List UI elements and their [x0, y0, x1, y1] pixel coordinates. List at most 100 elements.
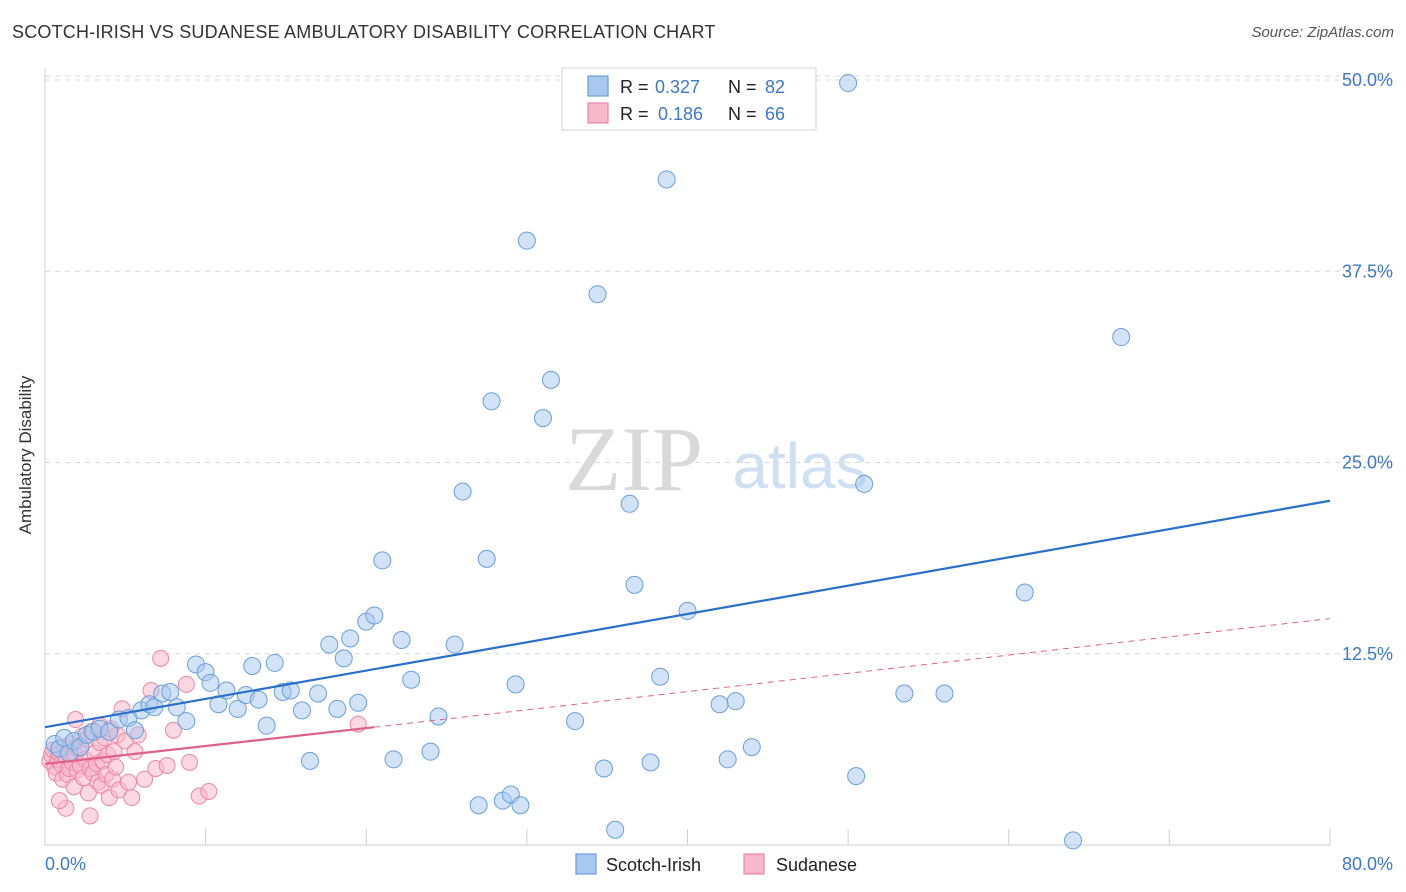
- scotch-irish-point: [341, 629, 360, 648]
- watermark-zip: ZIP: [565, 408, 703, 510]
- scotch-irish-point: [477, 549, 496, 568]
- scotch-irish-point: [625, 575, 644, 594]
- scotch-irish-point: [511, 796, 530, 815]
- scotch-irish-point: [895, 684, 914, 703]
- scotch-irish-point: [855, 474, 874, 493]
- scotch-irish-point: [588, 285, 607, 304]
- y-tick-label: 12.5%: [1342, 644, 1393, 664]
- scotch-irish-point: [469, 796, 488, 815]
- sudanese-trend-line: [44, 726, 375, 766]
- sudanese-point: [177, 675, 195, 693]
- sudanese-point: [107, 758, 125, 776]
- scotch-irish-point: [161, 683, 180, 701]
- legend-r-value-1: 0.327: [655, 77, 700, 97]
- sudanese-point: [50, 792, 68, 810]
- chart-title: SCOTCH-IRISH VS SUDANESE AMBULATORY DISA…: [12, 22, 716, 42]
- legend-swatch-scotch-irish: [587, 75, 609, 97]
- y-tick-labels: 12.5% 25.0% 37.5% 50.0%: [1342, 70, 1393, 664]
- scotch-irish-point: [1015, 583, 1034, 602]
- scotch-irish-point: [935, 684, 954, 703]
- scotch-irish-point: [281, 681, 300, 700]
- scotch-irish-point: [620, 494, 639, 513]
- sudanese-point: [200, 782, 218, 800]
- sudanese-point: [136, 770, 154, 788]
- bottom-legend-sudanese: Sudanese: [776, 855, 857, 875]
- scotch-irish-point: [533, 409, 552, 428]
- legend-n-value-1: 82: [765, 77, 785, 97]
- legend-n-value-2: 66: [765, 104, 785, 124]
- scotch-irish-point: [392, 630, 411, 649]
- scotch-irish-point: [506, 675, 525, 694]
- scotch-irish-point: [125, 721, 144, 740]
- scotch-irish-point: [249, 690, 268, 709]
- sudanese-point: [126, 743, 144, 761]
- legend-r-label-1: R =: [620, 77, 649, 97]
- scotch-irish-point: [1112, 328, 1131, 347]
- scotch-irish-point: [742, 738, 761, 757]
- scotch-irish-point: [641, 753, 660, 772]
- sudanese-point: [181, 753, 199, 771]
- scotch-irish-point: [402, 670, 421, 689]
- scotch-irish-point: [243, 656, 262, 675]
- scotch-irish-point: [293, 701, 311, 720]
- sudanese-point: [158, 756, 176, 774]
- bottom-swatch-sudanese: [743, 853, 765, 875]
- y-axis-label: Ambulatory Disability: [16, 375, 35, 535]
- legend-n-label-2: N =: [728, 104, 757, 124]
- y-tick-label: 37.5%: [1342, 261, 1393, 281]
- sudanese-point: [79, 784, 97, 802]
- scotch-irish-point: [429, 707, 448, 726]
- sudanese-point: [165, 721, 182, 739]
- scotch-irish-point: [566, 712, 585, 731]
- scotch-irish-point: [657, 170, 676, 189]
- scotch-irish-point: [445, 635, 464, 654]
- scotch-irish-point: [718, 750, 737, 769]
- watermark-atlas: atlas: [732, 430, 867, 502]
- x-axis-ticks: [205, 829, 1331, 845]
- source-label: Source: ZipAtlas.com: [1251, 24, 1394, 41]
- scotch-irish-point: [334, 649, 353, 668]
- scotch-irish-point: [651, 667, 670, 686]
- bottom-swatch-scotch-irish: [575, 853, 597, 875]
- bottom-legend-scotch-irish: Scotch-Irish: [606, 855, 701, 875]
- scotch-irish-point: [257, 716, 276, 735]
- x-tick-label-min: 0.0%: [45, 854, 86, 874]
- scotch-irish-point: [384, 750, 403, 769]
- scotch-irish-point: [847, 767, 866, 786]
- scotch-irish-point: [301, 751, 320, 770]
- scotch-irish-point: [726, 692, 745, 711]
- sudanese-trend-extension: [374, 618, 1331, 728]
- scotch-irish-point: [594, 759, 613, 778]
- scotch-irish-point: [228, 699, 247, 718]
- scotch-irish-point: [421, 742, 440, 761]
- y-tick-label: 50.0%: [1342, 70, 1393, 90]
- scotch-irish-point: [320, 635, 339, 654]
- legend-n-label-1: N =: [728, 77, 757, 97]
- scotch-irish-point: [710, 695, 729, 714]
- scotch-irish-point: [265, 653, 284, 672]
- scotch-irish-point: [365, 606, 384, 625]
- sudanese-point: [120, 773, 138, 791]
- scotch-irish-point: [1064, 831, 1082, 850]
- scotch-irish-point: [177, 712, 196, 731]
- gridlines: [45, 75, 1393, 655]
- scotch-irish-trend-line: [44, 499, 1331, 729]
- legend-r-label-2: R =: [620, 104, 649, 124]
- series-legend: Scotch-Irish Sudanese: [575, 853, 857, 875]
- sudanese-point: [67, 711, 85, 729]
- scotch-irish-point: [541, 370, 560, 389]
- scotch-irish-point: [517, 231, 536, 250]
- legend-swatch-sudanese: [587, 102, 609, 124]
- stats-legend: R = 0.327 N = 82 R = 0.186 N = 66: [561, 67, 817, 131]
- scotch-irish-point: [373, 551, 392, 570]
- y-tick-label: 25.0%: [1342, 453, 1393, 473]
- scotch-irish-point: [100, 722, 119, 741]
- scotch-irish-point: [839, 74, 858, 93]
- legend-r-value-2: 0.186: [658, 104, 703, 124]
- sudanese-point: [152, 649, 170, 667]
- x-tick-label-max: 80.0%: [1342, 854, 1393, 874]
- scotch-irish-point: [453, 482, 472, 501]
- sudanese-point: [81, 807, 99, 825]
- scotch-irish-points: [45, 74, 1131, 850]
